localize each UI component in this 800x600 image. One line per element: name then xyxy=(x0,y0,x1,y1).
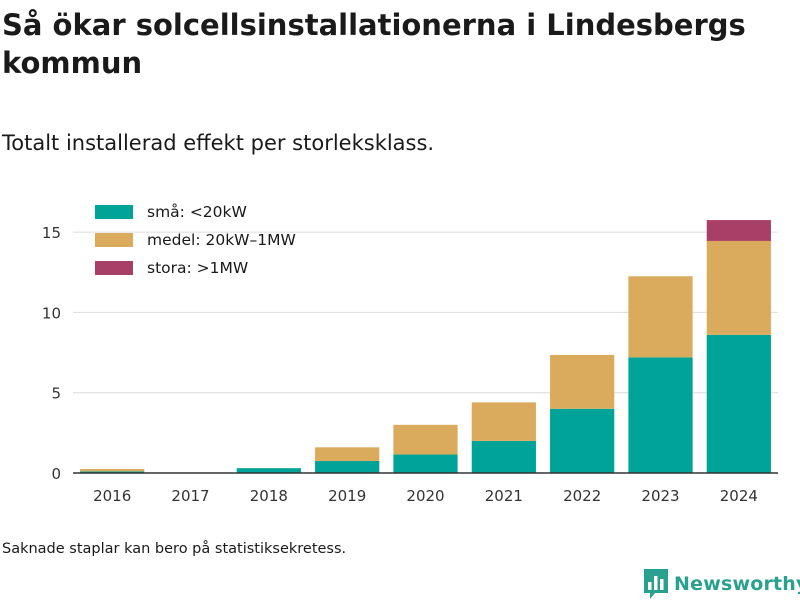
legend-label-medium: medel: 20kW–1MW xyxy=(147,231,296,249)
legend-item-medium: medel: 20kW–1MW xyxy=(95,226,296,254)
chart-subtitle: Totalt installerad effekt per storlekskl… xyxy=(2,131,435,155)
brand-logo[interactable]: Newsworthy xyxy=(644,569,800,599)
legend-label-small: små: <20kW xyxy=(147,203,247,221)
y-tick-label: 10 xyxy=(42,304,61,322)
y-tick-label: 15 xyxy=(42,224,61,242)
x-tick-label: 2016 xyxy=(93,487,131,505)
x-tick-label: 2021 xyxy=(485,487,523,505)
x-tick-label: 2020 xyxy=(406,487,444,505)
bar-segment-2024-2 xyxy=(706,220,771,241)
x-tick-label: 2017 xyxy=(171,487,209,505)
y-tick-label: 5 xyxy=(51,385,61,403)
x-tick-label: 2018 xyxy=(250,487,288,505)
legend: små: <20kW medel: 20kW–1MW stora: >1MW xyxy=(95,198,296,282)
bar-segment-2016-1 xyxy=(80,468,145,472)
bar-segment-2019-0 xyxy=(315,460,380,473)
bar-segment-2020-0 xyxy=(393,454,458,473)
bar-segment-2021-1 xyxy=(471,402,536,441)
x-tick-label: 2022 xyxy=(563,487,601,505)
brand-name: Newsworthy xyxy=(674,573,800,595)
bar-segment-2024-1 xyxy=(706,240,771,335)
x-tick-label: 2024 xyxy=(720,487,758,505)
legend-item-small: små: <20kW xyxy=(95,198,296,226)
bar-segment-2016-0 xyxy=(80,471,145,473)
bar-segment-2022-0 xyxy=(550,408,615,473)
y-tick-label: 0 xyxy=(51,465,61,483)
legend-label-large: stora: >1MW xyxy=(147,259,249,277)
x-tick-label: 2023 xyxy=(641,487,679,505)
bar-segment-2020-1 xyxy=(393,424,458,455)
footnote: Saknade staplar kan bero på statistiksek… xyxy=(2,541,347,557)
bar-chart-logo-icon xyxy=(644,569,668,599)
chart-title: Så ökar solcellsinstallationerna i Linde… xyxy=(2,8,746,80)
legend-swatch-large xyxy=(95,261,133,275)
legend-swatch-medium xyxy=(95,233,133,247)
bar-segment-2021-0 xyxy=(471,440,536,473)
stacked-bar-chart: 0 5 10 15 2016 2017 2018 2019 2020 2021 2022 2023 20… xyxy=(42,220,778,505)
bar-segment-2023-0 xyxy=(628,357,693,473)
x-tick-label: 2019 xyxy=(328,487,366,505)
legend-swatch-small xyxy=(95,205,133,219)
legend-item-large: stora: >1MW xyxy=(95,254,296,282)
bar-segment-2024-0 xyxy=(706,334,771,473)
bar-segment-2022-1 xyxy=(550,354,615,409)
bar-segment-2019-1 xyxy=(315,447,380,461)
bar-segment-2023-1 xyxy=(628,276,693,358)
bar-segment-2018-0 xyxy=(236,468,301,473)
